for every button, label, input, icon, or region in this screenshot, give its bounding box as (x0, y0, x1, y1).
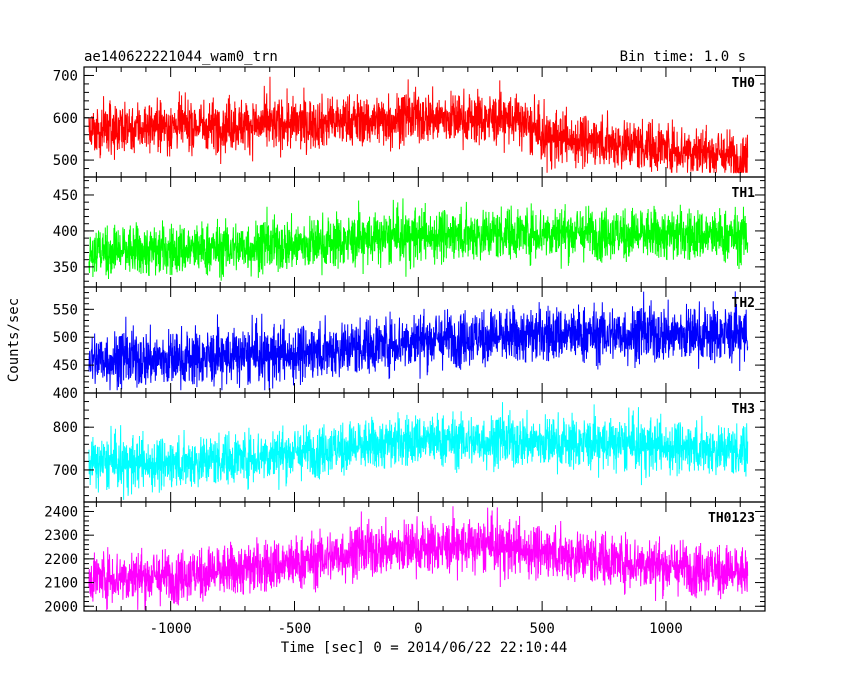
y-tick-label: 500 (53, 330, 78, 346)
x-tick-label: 1000 (649, 621, 683, 637)
panel-frame (83, 501, 766, 612)
series-label-th0: TH0 (732, 76, 756, 91)
y-tick-label: 550 (53, 302, 78, 318)
panel-th1: 350 400 450 TH1 (53, 176, 766, 288)
y-tick-label: 700 (53, 68, 78, 84)
y-tick-label: 2400 (44, 504, 78, 520)
y-tick-label: 450 (53, 188, 78, 204)
x-tick-label: -1000 (150, 621, 192, 637)
y-tick-label: 400 (53, 224, 78, 240)
series-label-th2: TH2 (732, 296, 755, 311)
x-axis-title: Time [sec] 0 = 2014/06/22 22:10:44 (281, 640, 568, 656)
panel-th3: 700 800 TH3 (53, 392, 766, 503)
series-th0-line (88, 76, 749, 174)
series-th2-line (88, 291, 749, 391)
panel-th2: 400 450 500 550 TH2 (53, 286, 766, 402)
y-tick-label: 2000 (44, 599, 78, 615)
y-tick-label: 450 (53, 358, 78, 374)
y-tick-label: 2200 (44, 552, 78, 568)
chart-title: ae140622221044_wam0_trn (84, 49, 278, 65)
y-tick-label: 800 (53, 420, 78, 436)
series-th3-line (88, 402, 749, 500)
series-th1-line (88, 198, 749, 281)
x-tick-label: 500 (529, 621, 554, 637)
y-tick-label: 2300 (44, 528, 78, 544)
panels-group: 500 600 700 TH0 350 400 450 TH1 400 450 500 550 TH2 7… (44, 66, 766, 637)
y-tick-label: 500 (53, 153, 78, 169)
x-tick-label: 0 (414, 621, 422, 637)
y-tick-label: 2100 (44, 576, 78, 592)
series-label-th0123: TH0123 (708, 511, 755, 526)
y-tick-label: 600 (53, 111, 78, 127)
chart-subtitle: Bin time: 1.0 s (620, 49, 746, 65)
y-tick-label: 700 (53, 463, 78, 479)
series-label-th1: TH1 (732, 186, 756, 201)
panel-th0123: 2000 2100 2200 2300 2400 TH0123 (44, 501, 766, 615)
y-tick-label: 400 (53, 386, 78, 402)
x-tick-label: -500 (278, 621, 312, 637)
series-th0123-line (88, 506, 749, 610)
panel-th0: 500 600 700 TH0 (53, 66, 766, 178)
series-label-th3: TH3 (732, 402, 755, 417)
y-tick-label: 350 (53, 260, 78, 276)
y-axis-title: Counts/sec (6, 298, 22, 382)
